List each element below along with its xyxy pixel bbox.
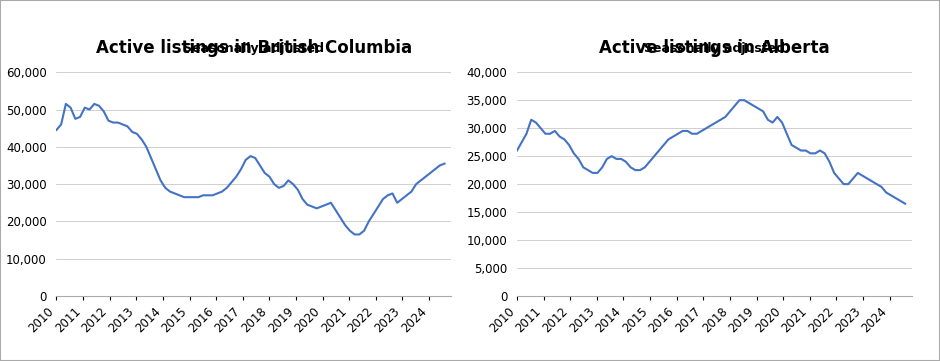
Title: Active listings in Alberta: Active listings in Alberta [599,39,830,57]
Title: Active listings in British Columbia: Active listings in British Columbia [96,39,412,57]
Text: Source: Canadian Real Estate Association, Haver Analytics: Source: Canadian Real Estate Association… [90,360,417,361]
Text: Source: Canadian Real Estate Association, Haver Analytics: Source: Canadian Real Estate Association… [551,360,878,361]
Text: Seasonally adjusted: Seasonally adjusted [183,42,324,55]
Text: Seasonally adjusted: Seasonally adjusted [644,42,785,55]
